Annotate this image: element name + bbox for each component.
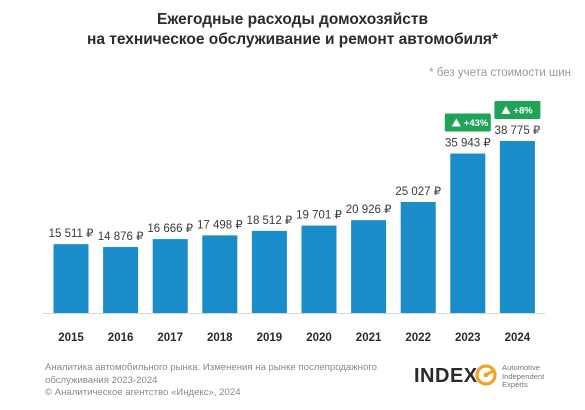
- bar-2021: [351, 220, 387, 313]
- tick-label-2018: 2018: [207, 332, 233, 344]
- tick-label-2019: 2019: [257, 332, 283, 344]
- footer-line2: обслуживания 2023-2024: [45, 374, 158, 386]
- logo-sub3: Experts: [502, 380, 528, 389]
- tick-label-2016: 2016: [108, 332, 134, 344]
- bar-2024: [499, 141, 535, 313]
- value-label-2022: 25 027 ₽: [395, 186, 441, 198]
- footer-source: Аналитика автомобильного рынка. Изменени…: [45, 362, 377, 400]
- tick-label-2015: 2015: [58, 332, 84, 344]
- logo-sub2: Independent: [502, 371, 545, 381]
- bar-2020: [301, 225, 337, 313]
- growth-badge-2023: [444, 113, 491, 132]
- up-arrow-icon: [501, 106, 511, 114]
- chart-title-line2: на техническое обслуживание и ремонт авт…: [86, 31, 499, 48]
- chart-note: * без учета стоимости шин: [429, 67, 571, 79]
- bar-2023: [450, 153, 486, 313]
- chart-title-line1: Ежегодные расходы домохозяйств: [157, 11, 428, 28]
- logo-text: INDEX: [414, 365, 478, 387]
- logo-sub1: Automotive: [502, 363, 540, 372]
- bar-2016: [103, 247, 139, 313]
- bar-2019: [251, 230, 287, 313]
- value-label-2018: 17 498 ₽: [197, 219, 243, 231]
- index-logo: INDEX Automotive Independent Experts: [414, 363, 584, 391]
- value-label-2020: 19 701 ₽: [296, 210, 342, 222]
- tick-label-2017: 2017: [157, 332, 183, 344]
- tick-label-2020: 2020: [306, 332, 332, 344]
- growth-label-2023: +43%: [464, 118, 489, 129]
- bar-2022: [400, 201, 436, 313]
- up-arrow-icon: [451, 118, 461, 127]
- bar-2018: [202, 235, 238, 313]
- chart-title: Ежегодные расходы домохозяйств на технич…: [0, 10, 585, 50]
- value-label-2015: 15 511 ₽: [49, 228, 95, 240]
- value-label-2017: 16 666 ₽: [147, 223, 193, 235]
- tick-label-2023: 2023: [455, 332, 481, 344]
- logo-subtitle: Automotive Independent Experts: [502, 363, 545, 390]
- bar-2017: [152, 239, 188, 313]
- footer-line1: Аналитика автомобильного рынка. Изменени…: [45, 362, 377, 373]
- tick-label-2021: 2021: [356, 332, 382, 344]
- value-label-2016: 14 876 ₽: [98, 231, 144, 243]
- value-label-2019: 18 512 ₽: [247, 215, 293, 227]
- growth-badge-2024: [494, 101, 541, 119]
- growth-label-2024: +8%: [513, 106, 533, 117]
- logo-mark-icon: [475, 364, 497, 386]
- value-label-2023: 35 943 ₽: [445, 138, 491, 150]
- footer-line3: © Аналитическое агентство «Индекс», 2024: [45, 387, 241, 398]
- tick-label-2024: 2024: [505, 332, 531, 344]
- value-label-2024: 38 775 ₽: [495, 125, 541, 137]
- tick-label-2022: 2022: [405, 332, 431, 344]
- value-label-2021: 20 926 ₽: [346, 204, 392, 216]
- bar-2015: [53, 244, 89, 313]
